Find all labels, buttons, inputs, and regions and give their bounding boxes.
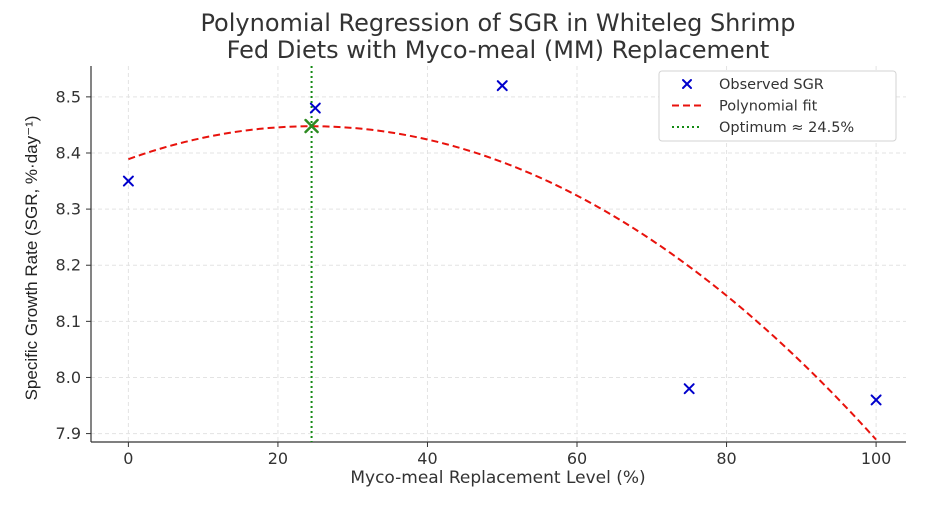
chart-title-line-1: Polynomial Regression of SGR in Whiteleg… [200, 9, 795, 37]
legend-label: Polynomial fit [719, 99, 818, 115]
x-tick-label: 80 [716, 449, 736, 468]
polynomial-fit-curve [128, 125, 877, 441]
legend-label: Optimum ≈ 24.5% [719, 120, 854, 136]
x-tick-label: 20 [268, 449, 288, 468]
y-tick-label: 7.9 [56, 424, 81, 443]
legend-entry: Polynomial fit [672, 99, 818, 115]
y-tick-label: 8.1 [56, 312, 81, 331]
y-tick-label: 8.4 [56, 143, 81, 162]
plot-series [122, 66, 882, 442]
observed-sgr-point [683, 383, 695, 395]
gridlines [91, 66, 906, 442]
observed-sgr-point [122, 175, 134, 187]
optimum-point-marker [304, 118, 319, 134]
legend-entry: Optimum ≈ 24.5% [672, 120, 854, 136]
chart-title-line-2: Fed Diets with Myco-meal (MM) Replacemen… [227, 36, 770, 64]
x-marker-stroke [496, 80, 508, 92]
x-tick-label: 100 [861, 449, 892, 468]
x-marker-stroke [304, 118, 319, 134]
legend-x-marker [682, 79, 692, 89]
x-marker-stroke [683, 383, 695, 395]
x-marker-stroke [309, 102, 321, 114]
x-marker-stroke [682, 79, 692, 89]
legend: Observed SGR Polynomial fit Optimum ≈ 24.5… [658, 70, 897, 142]
legend-box [658, 70, 897, 142]
y-axis-ticks: 7.9 8.0 8.1 8.2 8.3 8.4 8.5 [56, 87, 91, 443]
legend-entries: Observed SGR Polynomial fit Optimum ≈ 24.5… [672, 77, 854, 136]
y-tick-label: 8.5 [56, 87, 81, 106]
axes [90, 66, 906, 443]
observed-sgr-point [870, 394, 882, 406]
observed-sgr-point [496, 80, 508, 92]
x-axis-label: Myco-meal Replacement Level (%) [350, 468, 645, 488]
x-tick-label: 60 [567, 449, 587, 468]
x-marker-stroke [870, 394, 882, 406]
y-tick-label: 8.2 [56, 256, 81, 275]
x-tick-label: 40 [417, 449, 437, 468]
x-marker-stroke [122, 175, 134, 187]
y-axis-label: Specific Growth Rate (SGR, %·day⁻¹) [22, 116, 41, 401]
legend-entry: Observed SGR [682, 77, 824, 93]
x-tick-label: 0 [123, 449, 133, 468]
y-tick-label: 8.0 [56, 368, 81, 387]
observed-sgr-point [309, 102, 321, 114]
legend-label: Observed SGR [719, 77, 824, 93]
y-tick-label: 8.3 [56, 200, 81, 219]
x-axis-ticks: 0 20 40 60 80 100 [123, 442, 891, 468]
